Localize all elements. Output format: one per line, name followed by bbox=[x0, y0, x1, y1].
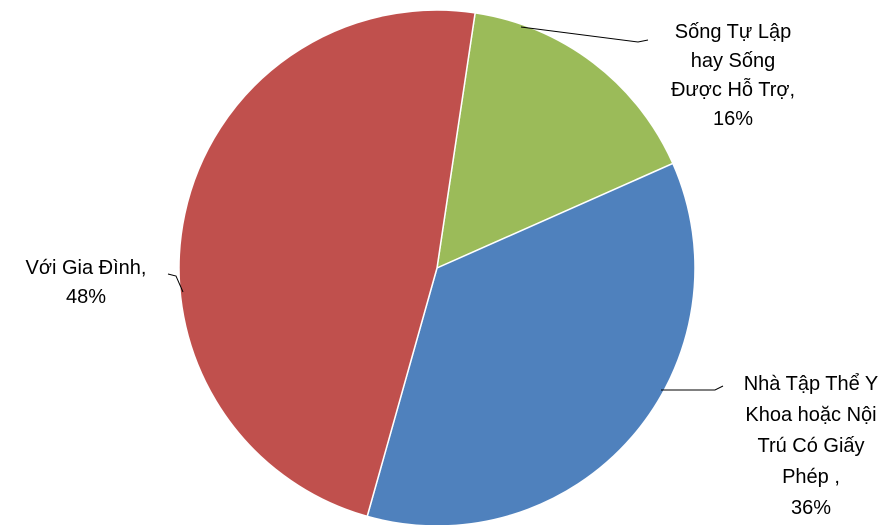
data-label-line: Được Hỗ Trợ, bbox=[671, 78, 795, 101]
pie-slice bbox=[366, 162, 696, 525]
data-label-line: Sống Tự Lập bbox=[675, 21, 791, 43]
pie-slice bbox=[178, 9, 476, 518]
data-label-line: Nhà Tập Thể Y bbox=[744, 373, 879, 395]
data-label: Nhà Tập Thể Y Khoa hoặc Nội Trú Có Giấy Phé… bbox=[744, 373, 879, 519]
data-label-line: 36% bbox=[791, 497, 831, 519]
data-label-line: Khoa hoặc Nội bbox=[745, 404, 876, 426]
data-label-line: 48% bbox=[66, 286, 106, 308]
data-label-line: hay Sống bbox=[691, 50, 776, 72]
pie-slices bbox=[178, 9, 696, 525]
leader-line bbox=[520, 26, 649, 43]
leader-line bbox=[661, 385, 724, 391]
data-label-line: Phép , bbox=[782, 466, 840, 488]
leader-line bbox=[167, 273, 184, 293]
leader-lines bbox=[167, 26, 724, 391]
data-label: Sống Tự Lập hay Sống Được Hỗ Trợ, 16% bbox=[671, 21, 795, 130]
data-label-line: 16% bbox=[713, 108, 753, 130]
data-label: Với Gia Đình, 48% bbox=[26, 257, 147, 308]
pie-slice bbox=[436, 12, 674, 269]
data-label-line: Với Gia Đình, bbox=[26, 257, 147, 279]
data-label-line: Trú Có Giấy bbox=[757, 435, 864, 457]
data-labels: Sống Tự Lập hay Sống Được Hỗ Trợ, 16% Nhà Tậ… bbox=[26, 21, 879, 519]
